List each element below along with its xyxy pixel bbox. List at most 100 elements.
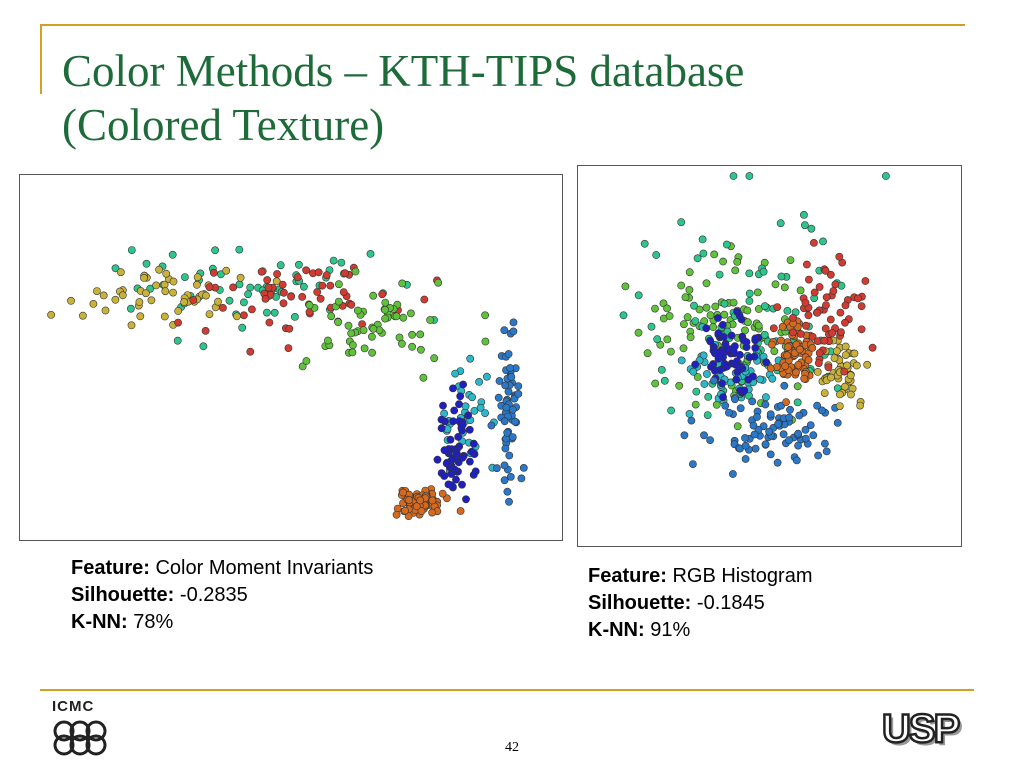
scatter-point [180, 273, 189, 281]
scatter-point [174, 318, 182, 327]
scatter-point [801, 298, 810, 307]
scatter-point [433, 455, 442, 464]
scatter-point [841, 318, 849, 327]
scatter-point [760, 302, 769, 311]
scatter-point [706, 436, 714, 444]
scatter-point [180, 298, 188, 306]
scatter-point [801, 434, 810, 443]
scatter-point [294, 260, 303, 269]
scatter-point [246, 347, 255, 356]
scatter-point [841, 342, 850, 351]
scatter-point [519, 463, 528, 472]
scatter-point [464, 411, 472, 420]
scatter-point [733, 422, 742, 431]
scatter-point [640, 239, 649, 248]
scatter-point [511, 417, 519, 426]
scatter-point [509, 327, 518, 336]
scatter-point [438, 489, 447, 498]
usp-logo-text: USP [882, 707, 960, 751]
scatter-point [440, 472, 449, 480]
scatter-point [475, 377, 483, 386]
scatter-point [783, 306, 792, 315]
scatter-point [827, 373, 835, 382]
scatter-point [766, 410, 775, 419]
scatter-point [846, 371, 855, 380]
scatter-point [452, 449, 461, 458]
scatter-point [731, 266, 740, 275]
scatter-point [392, 312, 401, 321]
scatter-point [136, 312, 145, 321]
scatter-point [347, 300, 356, 309]
scatter-point [430, 354, 439, 363]
scatter-point [796, 330, 805, 338]
scatter-point [810, 288, 819, 297]
scatter-point [502, 403, 511, 412]
scatter-point [815, 283, 824, 291]
scatter-point [813, 308, 822, 317]
scatter-point [500, 461, 509, 470]
scatter-point [801, 321, 810, 330]
scatter-point [714, 314, 722, 322]
scatter-point [767, 340, 776, 349]
scatter-point [419, 373, 428, 382]
scatter-point [745, 353, 754, 362]
scatter-point [495, 377, 504, 385]
scatter-point [327, 312, 336, 321]
scatter-point [398, 279, 407, 288]
scatter-point [792, 368, 800, 377]
scatter-point [700, 431, 708, 440]
scatter-point [466, 354, 475, 363]
scatter-point [700, 380, 709, 388]
scatter-point [819, 237, 827, 246]
scatter-point [800, 221, 809, 230]
scatter-point [147, 296, 156, 305]
title-rule-left [40, 24, 42, 94]
usp-logo-icon: USP USP [881, 706, 965, 754]
scatter-point [284, 344, 293, 352]
scatter-point [751, 334, 760, 343]
scatter-point [450, 406, 459, 415]
scatter-point [339, 288, 348, 296]
scatter-point [279, 288, 288, 297]
scatter-point [721, 401, 730, 410]
scatter-point [833, 418, 842, 427]
icmc-logo-text: ICMC [52, 698, 94, 715]
scatter-point [232, 312, 241, 321]
scatter-point [482, 372, 491, 381]
scatter-point [192, 280, 201, 289]
scatter-point [691, 400, 700, 409]
scatter-point [142, 289, 150, 298]
scatter-point [850, 349, 859, 358]
scatter-point [381, 305, 389, 314]
scatter-point [795, 345, 804, 354]
feature-label: Feature: [588, 565, 667, 587]
scatter-point [828, 328, 837, 337]
scatter-point [302, 357, 311, 365]
scatter-point [689, 460, 697, 468]
caption-left: Feature: Color Moment Invariants Silhoue… [71, 555, 373, 637]
slide-title: Color Methods – KTH-TIPS database (Color… [62, 44, 962, 152]
scatter-point [807, 224, 816, 233]
scatter-point [465, 425, 474, 434]
scatter-point [500, 417, 509, 426]
scatter-point [408, 330, 416, 339]
scatter-point [449, 384, 457, 393]
scatter-point [702, 324, 711, 333]
scatter-point [794, 429, 802, 438]
scatter-point [835, 402, 844, 410]
scatter-point [458, 480, 466, 489]
knn-label: K-NN: [588, 619, 645, 642]
scatter-point [685, 268, 694, 277]
scatter-point [789, 313, 797, 322]
scatter-point [774, 419, 783, 428]
scatter-point [381, 314, 389, 323]
scatter-point [468, 393, 476, 402]
title-line-1: Color Methods – KTH-TIPS database [62, 46, 745, 96]
scatter-point [111, 295, 120, 304]
scatter-point [344, 321, 353, 330]
scatter-point [863, 360, 872, 369]
knn-value: 91% [650, 619, 691, 642]
scatter-point [209, 268, 218, 277]
scatter-point [318, 281, 327, 290]
scatter-point [881, 172, 890, 180]
